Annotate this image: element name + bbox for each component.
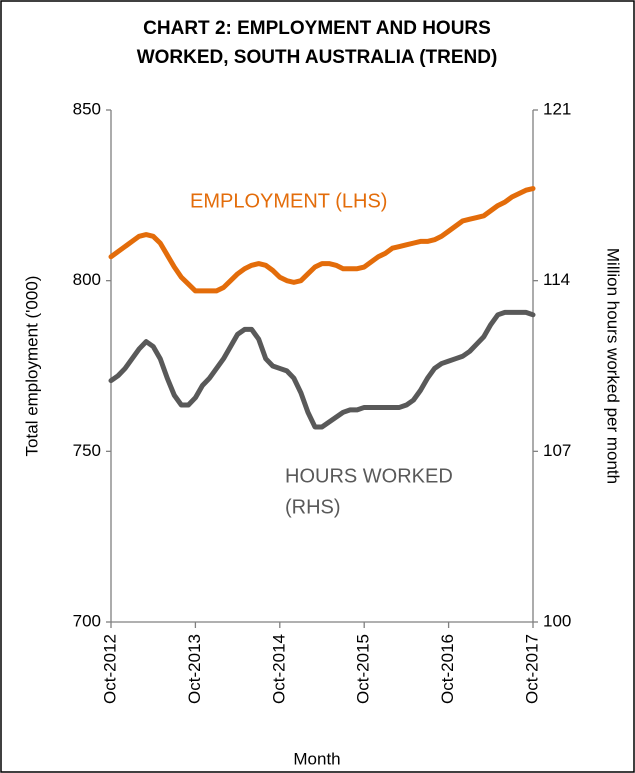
y2-tick-label: 114 xyxy=(543,270,570,289)
chart-title: WORKED, SOUTH AUSTRALIA (TREND) xyxy=(137,47,498,68)
series-line xyxy=(108,186,536,294)
y-tick-label: 850 xyxy=(73,99,101,118)
y2-tick-label: 100 xyxy=(543,611,571,630)
y2-tick-label: 121 xyxy=(543,99,571,118)
y-tick-label: 800 xyxy=(73,270,101,289)
y-tick-label: 750 xyxy=(73,441,101,460)
y-tick-label: 700 xyxy=(73,611,101,630)
chart-title: CHART 2: EMPLOYMENT AND HOURS xyxy=(143,18,491,39)
series-label: (RHS) xyxy=(285,496,341,518)
series-label: HOURS WORKED xyxy=(285,465,453,487)
y2-axis-label: Million hours worked per month xyxy=(604,248,623,484)
x-tick-label: Oct-2016 xyxy=(438,634,457,704)
x-tick-label: Oct-2017 xyxy=(522,634,541,704)
series-line xyxy=(108,309,536,430)
y-axis-label: Total employment ('000) xyxy=(22,276,41,457)
x-tick-label: Oct-2015 xyxy=(354,634,373,704)
x-tick-label: Oct-2012 xyxy=(100,634,119,704)
x-tick-label: Oct-2013 xyxy=(185,634,204,704)
y2-tick-label: 107 xyxy=(543,441,571,460)
x-axis-label: Month xyxy=(293,749,340,768)
x-tick-label: Oct-2014 xyxy=(269,634,288,704)
series-label: EMPLOYMENT (LHS) xyxy=(190,190,387,212)
